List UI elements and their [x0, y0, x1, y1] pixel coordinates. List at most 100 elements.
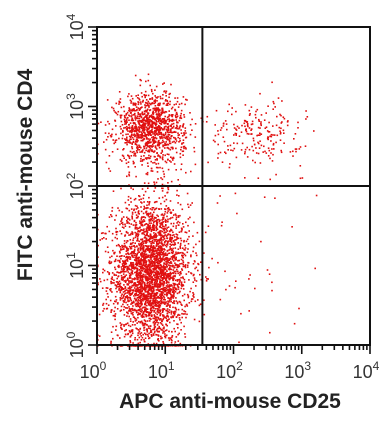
scatter-point — [178, 265, 181, 268]
scatter-point — [175, 238, 177, 241]
scatter-point — [130, 135, 133, 137]
scatter-point — [142, 120, 144, 123]
scatter-point — [125, 128, 128, 130]
scatter-point — [130, 201, 132, 203]
scatter-point — [158, 274, 160, 276]
scatter-point — [180, 146, 183, 149]
scatter-point — [159, 136, 161, 138]
scatter-point — [164, 227, 167, 230]
scatter-point — [142, 315, 144, 318]
scatter-point — [141, 216, 143, 218]
scatter-point — [240, 312, 242, 315]
scatter-point — [166, 227, 168, 229]
scatter-point — [139, 292, 142, 294]
scatter-point — [165, 261, 168, 263]
scatter-point — [166, 146, 169, 149]
scatter-point — [164, 208, 166, 210]
scatter-point — [168, 139, 171, 141]
scatter-point — [143, 282, 145, 284]
scatter-point — [152, 135, 155, 138]
scatter-point — [159, 271, 162, 273]
scatter-point — [150, 286, 152, 288]
scatter-point — [124, 120, 126, 122]
scatter-point — [125, 333, 127, 336]
scatter-point — [131, 278, 134, 280]
scatter-point — [160, 114, 163, 116]
scatter-point — [166, 286, 169, 288]
scatter-point — [152, 111, 155, 114]
scatter-point — [126, 260, 129, 262]
scatter-point — [143, 292, 145, 295]
scatter-point — [145, 299, 148, 302]
scatter-point — [154, 126, 156, 129]
scatter-point — [124, 234, 127, 236]
scatter-point — [146, 117, 148, 120]
scatter-point — [125, 329, 127, 331]
scatter-point — [164, 273, 167, 275]
scatter-point — [168, 299, 171, 301]
scatter-point — [137, 120, 139, 122]
scatter-point — [148, 240, 151, 243]
scatter-point — [256, 108, 259, 111]
scatter-point — [143, 257, 145, 259]
scatter-point — [110, 288, 112, 290]
scatter-point — [206, 278, 208, 280]
scatter-point — [179, 156, 182, 159]
scatter-point — [270, 133, 273, 136]
scatter-point — [187, 218, 190, 220]
scatter-point — [147, 235, 150, 237]
scatter-point — [121, 244, 123, 247]
scatter-point — [179, 152, 182, 155]
scatter-point — [136, 240, 138, 242]
scatter-point — [161, 253, 164, 256]
scatter-point — [244, 148, 247, 151]
scatter-point — [167, 273, 169, 276]
scatter-point — [161, 187, 163, 190]
scatter-point — [139, 230, 142, 232]
scatter-point — [152, 274, 155, 277]
scatter-point — [110, 311, 112, 313]
scatter-point — [136, 129, 139, 132]
scatter-point — [150, 220, 152, 222]
scatter-point — [111, 210, 113, 212]
scatter-point — [161, 219, 163, 221]
scatter-point — [157, 132, 160, 134]
scatter-point — [170, 217, 172, 219]
scatter-point — [156, 128, 159, 130]
scatter-point — [165, 205, 168, 207]
scatter-point — [161, 297, 163, 299]
scatter-point — [249, 274, 251, 276]
scatter-point — [153, 324, 156, 326]
scatter-point — [180, 276, 182, 279]
scatter-point — [272, 144, 275, 146]
scatter-point — [158, 246, 160, 249]
scatter-point — [156, 300, 159, 302]
scatter-point — [124, 290, 126, 293]
scatter-point — [166, 273, 168, 275]
scatter-point — [120, 120, 123, 123]
scatter-point — [139, 299, 141, 302]
scatter-point — [151, 121, 154, 123]
scatter-point — [128, 272, 131, 275]
scatter-point — [166, 207, 169, 210]
scatter-point — [185, 273, 188, 275]
scatter-point — [106, 246, 109, 248]
scatter-point — [113, 282, 115, 284]
scatter-point — [131, 272, 133, 274]
scatter-point — [129, 256, 132, 259]
scatter-point — [185, 231, 188, 234]
scatter-point — [136, 268, 139, 270]
scatter-point — [148, 126, 151, 129]
scatter-point — [158, 146, 161, 149]
scatter-point — [168, 301, 170, 303]
scatter-point — [177, 136, 179, 139]
scatter-point — [178, 103, 181, 106]
scatter-point — [137, 230, 140, 233]
scatter-point — [159, 314, 161, 317]
scatter-point — [143, 233, 146, 236]
scatter-point — [174, 127, 177, 129]
scatter-point — [173, 283, 176, 286]
scatter-point — [111, 106, 113, 109]
scatter-point — [272, 108, 274, 110]
scatter-point — [129, 138, 131, 140]
